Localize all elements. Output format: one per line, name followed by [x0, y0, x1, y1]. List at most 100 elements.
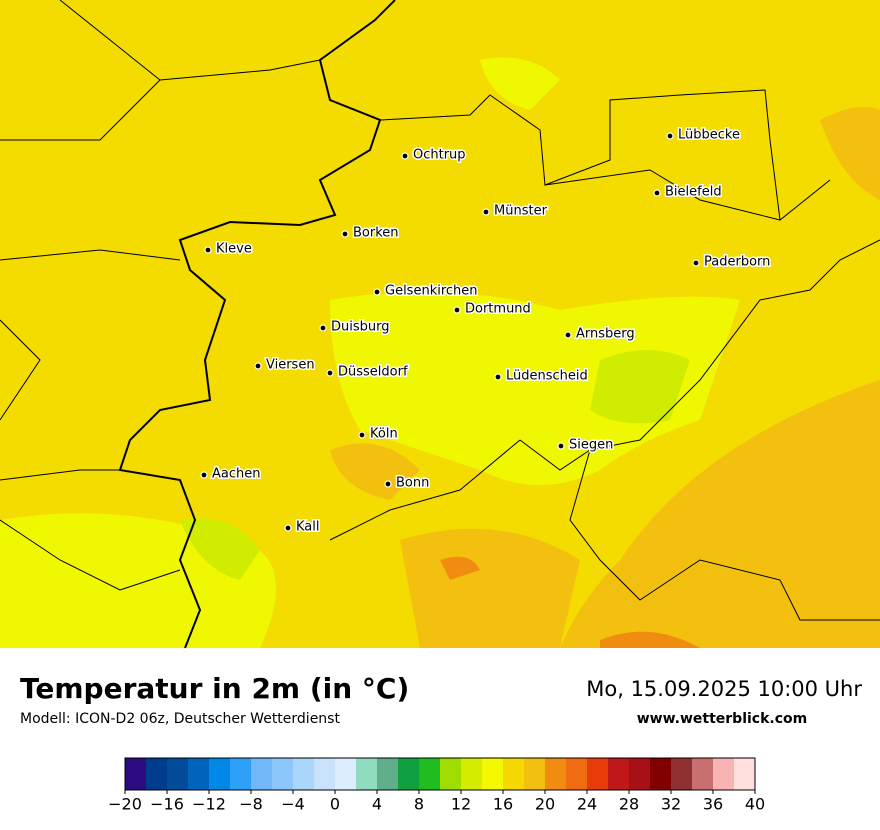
colorbar-tick-label: 0	[330, 795, 340, 814]
city-dot	[453, 306, 461, 314]
colorbar-tick-label: 40	[745, 795, 765, 814]
colorbar-frame	[124, 757, 756, 791]
city-label: Aachen	[212, 467, 260, 482]
city-dot	[200, 471, 208, 479]
subtitle: Modell: ICON-D2 06z, Deutscher Wetterdie…	[20, 711, 340, 727]
colorbar-segment	[167, 758, 188, 790]
city-dot	[482, 208, 490, 216]
city-label: Bielefeld	[665, 185, 722, 200]
warm-zone	[330, 292, 740, 485]
colorbar-segment	[335, 758, 356, 790]
colorbar-tick-label: 12	[451, 795, 471, 814]
colorbar-segment	[440, 758, 461, 790]
colorbar-tick-label: 8	[414, 795, 424, 814]
colorbar-segment	[398, 758, 419, 790]
colorbar-segment	[230, 758, 251, 790]
colorbar-tick-label: −8	[239, 795, 263, 814]
city-label: Duisburg	[331, 320, 390, 335]
city-dot	[692, 259, 700, 267]
city-dot	[284, 524, 292, 532]
warm-zone	[590, 350, 690, 424]
colorbar-segment	[566, 758, 587, 790]
colorbar-segment	[545, 758, 566, 790]
colorbar-segment	[692, 758, 713, 790]
city-label: Lübbecke	[678, 128, 740, 143]
city-label: Gelsenkirchen	[385, 284, 478, 299]
city-dot	[564, 331, 572, 339]
city-label: Düsseldorf	[338, 365, 408, 380]
colorbar-segment	[629, 758, 650, 790]
warm-zone	[0, 57, 560, 648]
colorbar-tick-label: 20	[535, 795, 555, 814]
colorbar-tick-label: 28	[619, 795, 639, 814]
colorbar-segment	[713, 758, 734, 790]
colorbar-segment	[461, 758, 482, 790]
city-label: Siegen	[569, 438, 613, 453]
colorbar-segment	[377, 758, 398, 790]
colorbar-segment	[272, 758, 293, 790]
colorbar-segment	[314, 758, 335, 790]
city-label: Köln	[370, 427, 398, 442]
website: www.wetterblick.com	[637, 711, 808, 727]
city-label: Arnsberg	[576, 327, 635, 342]
city-label: Kall	[296, 520, 320, 535]
national-border	[118, 0, 396, 649]
city-label: Kleve	[216, 242, 252, 257]
title: Temperatur in 2m (in °C)	[20, 672, 409, 705]
region-border	[0, 0, 880, 621]
colorbar-tick-label: −16	[150, 795, 184, 814]
colorbar-segment	[209, 758, 230, 790]
city-dot	[358, 431, 366, 439]
city-label: Bonn	[396, 476, 429, 491]
colorbar-segment	[251, 758, 272, 790]
cities: Lübbecke Ochtrup Bielefeld Münster Borken Kle…	[200, 126, 772, 536]
colorbar-segment	[188, 758, 209, 790]
colorbar-tick-label: −20	[108, 795, 142, 814]
colorbar-tick-label: −12	[192, 795, 226, 814]
colorbar-segment	[125, 758, 146, 790]
colorbar-tick-label: 36	[703, 795, 723, 814]
date: Mo, 15.09.2025 10:00 Uhr	[586, 677, 862, 701]
city-dot	[494, 373, 502, 381]
city-dot	[254, 362, 262, 370]
colorbar-segment	[482, 758, 503, 790]
colorbar-tick-label: 4	[372, 795, 382, 814]
city-dot	[401, 152, 409, 160]
city-dot	[326, 369, 334, 377]
city-label: Viersen	[266, 358, 315, 373]
city-dot	[204, 246, 212, 254]
colorbar-tick-label: 16	[493, 795, 513, 814]
colorbar: −20 −16 −12 −8 −4 0 4 8 12 16 20 24 28 32 36 40	[108, 757, 765, 814]
colorbar-segment	[419, 758, 440, 790]
city-dot	[341, 230, 349, 238]
city-label: Borken	[353, 226, 399, 241]
colorbar-segment	[734, 758, 755, 790]
colorbar-tick-label: −4	[281, 795, 305, 814]
city-dot	[319, 324, 327, 332]
city-label: Münster	[494, 204, 548, 219]
city-dot	[666, 132, 674, 140]
city-label: Dortmund	[465, 302, 531, 317]
colorbar-segment	[503, 758, 524, 790]
city-dot	[557, 442, 565, 450]
colorbar-segment	[608, 758, 629, 790]
city-label: Lüdenscheid	[506, 369, 588, 384]
colorbar-segment	[146, 758, 167, 790]
colorbar-segment	[587, 758, 608, 790]
colorbar-segment	[524, 758, 545, 790]
city-dot	[653, 189, 661, 197]
colorbar-segment	[356, 758, 377, 790]
city-label: Paderborn	[704, 255, 770, 270]
hot-zone	[440, 556, 700, 648]
colorbar-tick-label: 32	[661, 795, 681, 814]
city-dot	[373, 288, 381, 296]
city-label: Ochtrup	[413, 148, 466, 163]
warm-zone	[330, 106, 880, 648]
colorbar-segment	[671, 758, 692, 790]
city-dot	[384, 480, 392, 488]
colorbar-segment	[293, 758, 314, 790]
colorbar-tick-label: 24	[577, 795, 597, 814]
map	[0, 0, 880, 649]
warm-zone	[180, 518, 260, 580]
